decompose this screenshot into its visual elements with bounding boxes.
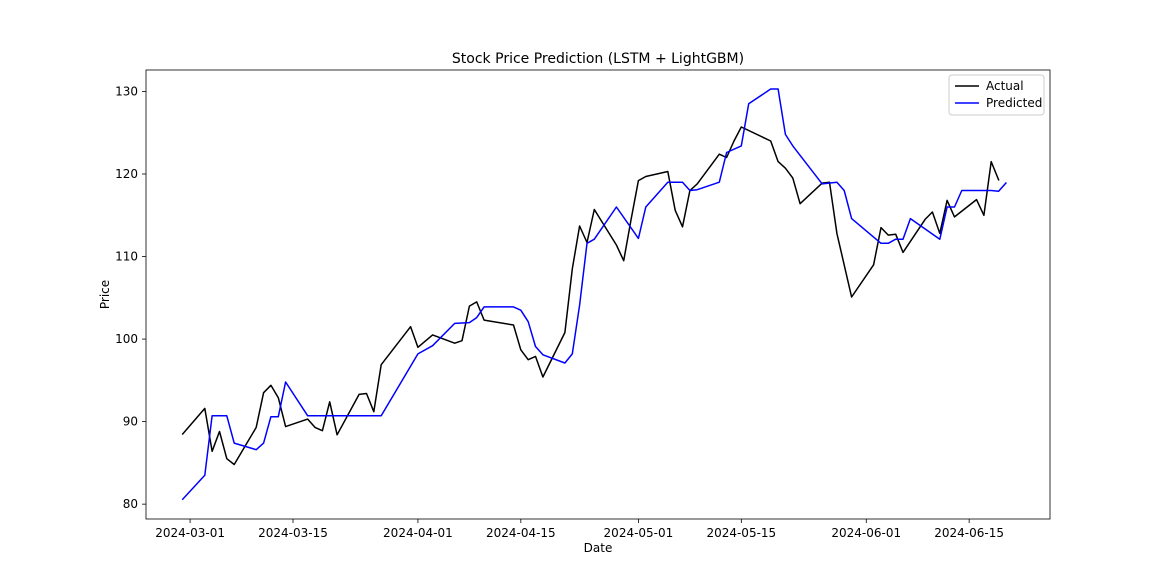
- y-axis-label: Price: [98, 280, 112, 309]
- legend-label-predicted: Predicted: [986, 96, 1042, 110]
- x-tick-label: 2024-06-15: [934, 526, 1004, 540]
- x-tick-label: 2024-06-01: [831, 526, 901, 540]
- x-tick-label: 2024-04-15: [486, 526, 556, 540]
- y-tick-label: 120: [115, 167, 138, 181]
- x-tick-label: 2024-05-01: [604, 526, 674, 540]
- legend-label-actual: Actual: [986, 79, 1024, 93]
- y-tick-label: 90: [123, 415, 138, 429]
- series-line-actual: [181, 126, 1000, 466]
- x-axis-label: Date: [584, 541, 613, 555]
- legend-box: [948, 74, 1045, 116]
- y-tick-label: 130: [115, 84, 138, 98]
- x-tick-label: 2024-04-01: [383, 526, 453, 540]
- x-tick-label: 2024-03-15: [258, 526, 328, 540]
- y-tick-label: 110: [115, 250, 138, 264]
- series-line-predicted: [181, 88, 1007, 501]
- plot-frame: [145, 69, 1051, 520]
- chart-title: Stock Price Prediction (LSTM + LightGBM): [452, 51, 744, 67]
- y-tick-label: 100: [115, 332, 138, 346]
- x-tick-label: 2024-05-15: [706, 526, 776, 540]
- x-tick-label: 2024-03-01: [155, 526, 225, 540]
- y-tick-label: 80: [123, 497, 138, 511]
